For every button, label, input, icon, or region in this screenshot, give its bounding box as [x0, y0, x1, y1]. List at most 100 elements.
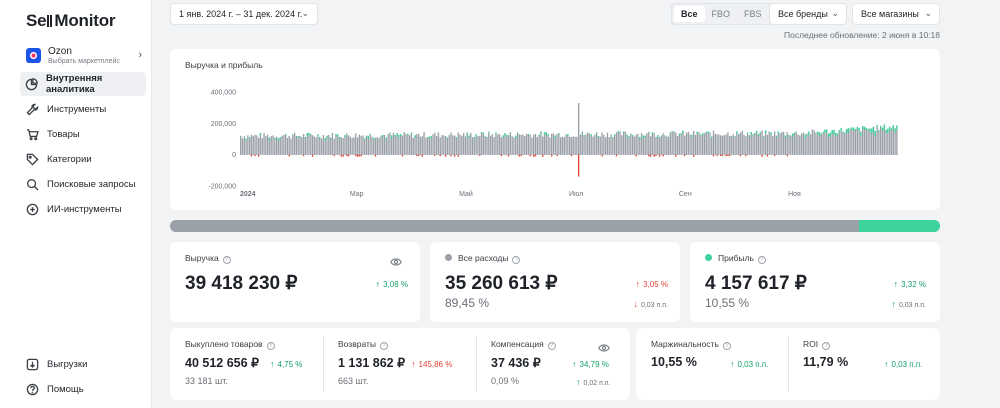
- loss-bar: [356, 154, 359, 157]
- revenue-bar: [793, 132, 796, 155]
- profit-bar: [558, 133, 560, 135]
- revenue-bar: [779, 133, 781, 155]
- info-icon[interactable]: ?: [822, 342, 831, 350]
- date-range-picker[interactable]: 1 янв. 2024 г. – 31 дек. 2024 г. ⌄: [170, 3, 318, 25]
- profit-bar: [394, 135, 396, 137]
- revenue-bar: [428, 136, 431, 155]
- revenue-bar: [279, 137, 281, 155]
- revenue-bar: [831, 130, 833, 155]
- loss-bar: [416, 154, 418, 157]
- revenue-bar: [644, 135, 646, 155]
- revenue-bar: [344, 135, 346, 155]
- revenue-bar: [400, 134, 402, 155]
- sidebar-item-products[interactable]: Товары: [20, 122, 146, 146]
- y-tick-label: 200,000: [211, 121, 236, 128]
- revenue-bar: [254, 134, 256, 155]
- revenue-bar: [489, 135, 492, 155]
- loss-bar: [648, 154, 650, 157]
- revenue-bar: [649, 136, 652, 155]
- revenue-bar: [835, 132, 837, 155]
- marketplace-name: Ozon: [48, 46, 72, 57]
- revenue-bar: [878, 130, 880, 155]
- profit-bar: [709, 132, 711, 134]
- eye-icon[interactable]: [598, 340, 610, 352]
- sidebar-item-categories[interactable]: Категории: [20, 147, 146, 171]
- profit-bar: [657, 135, 659, 138]
- profit-bar: [863, 126, 866, 130]
- stores-dropdown[interactable]: Все магазины ⌄: [852, 3, 940, 25]
- sidebar-item-tools[interactable]: Инструменты: [20, 97, 146, 121]
- revenue-bar: [437, 132, 440, 155]
- revenue-bar: [858, 127, 860, 155]
- info-icon[interactable]: ?: [722, 342, 731, 350]
- profit-bar: [306, 133, 308, 136]
- x-tick-label: Ноя: [788, 191, 801, 198]
- revenue-bar: [842, 131, 844, 155]
- segment-fbs[interactable]: FBS: [744, 9, 762, 19]
- loss-bar: [712, 154, 715, 157]
- loss-bar: [725, 154, 727, 157]
- revenue-profit-chart[interactable]: 400,000 200,000 0 -200,000 2024 Мар Май Июл Сен Н…: [170, 49, 940, 210]
- marketplace-subtitle: Выбрать маркетплейс: [48, 58, 120, 65]
- loss-bar: [649, 154, 652, 157]
- info-icon[interactable]: ?: [222, 256, 231, 264]
- profit-bar: [367, 136, 369, 139]
- revenue-bar: [684, 135, 686, 155]
- revenue-bar: [560, 137, 562, 155]
- loss-bar: [360, 154, 362, 157]
- sidebar-item-internal-analytics[interactable]: Внутренняя аналитика: [20, 72, 146, 96]
- loss-bar: [417, 154, 420, 156]
- eye-icon[interactable]: [390, 254, 402, 266]
- revenue-bar: [567, 134, 569, 155]
- revenue-bar: [865, 127, 867, 155]
- revenue-bar: [292, 134, 294, 155]
- revenue-bar: [380, 135, 382, 155]
- revenue-bar: [759, 131, 761, 155]
- stores-dropdown-value: Все магазины: [861, 9, 919, 19]
- info-icon[interactable]: ?: [757, 256, 766, 264]
- revenue-bar: [854, 128, 857, 155]
- revenue-bar: [804, 134, 806, 155]
- info-icon[interactable]: ?: [379, 342, 388, 350]
- revenue-bar: [543, 132, 546, 155]
- revenue-bar: [383, 135, 386, 155]
- revenue-bar: [389, 132, 391, 155]
- revenue-bar: [457, 132, 459, 155]
- segment-fbo[interactable]: FBO: [711, 9, 731, 19]
- brand-logo[interactable]: Se Monitor: [26, 11, 116, 30]
- sidebar-item-ai-tools[interactable]: ИИ-инструменты: [20, 197, 146, 221]
- revenue-bar: [820, 133, 823, 155]
- sidebar-item-help[interactable]: Помощь: [20, 377, 146, 401]
- revenue-bar: [628, 136, 630, 155]
- loss-bar: [500, 154, 503, 157]
- revenue-bar: [259, 133, 262, 155]
- profit-bar: [804, 134, 806, 139]
- sidebar-item-exports[interactable]: Выгрузки: [20, 352, 146, 376]
- revenue-bar: [853, 127, 855, 155]
- revenue-bar: [403, 132, 405, 155]
- revenue-bar: [829, 132, 832, 155]
- profit-bar: [617, 131, 619, 133]
- profit-bar: [779, 133, 781, 135]
- revenue-bar: [667, 136, 670, 155]
- x-tick-label: 2024: [240, 191, 256, 198]
- revenue-bar: [603, 134, 605, 155]
- revenue-bar: [851, 127, 853, 155]
- profit-bar: [827, 133, 830, 137]
- x-tick-label: Сен: [679, 191, 692, 198]
- segment-all[interactable]: Все: [674, 6, 705, 22]
- loss-bar: [761, 154, 763, 157]
- marketplace-selector[interactable]: Ozon Выбрать маркетплейс ›: [26, 45, 146, 67]
- info-icon[interactable]: ?: [512, 256, 521, 264]
- info-icon[interactable]: ?: [266, 342, 275, 350]
- divider: [476, 336, 477, 392]
- info-icon[interactable]: ?: [547, 342, 556, 350]
- brands-dropdown[interactable]: Все бренды ⌄: [769, 3, 847, 25]
- profit-bar: [495, 132, 497, 134]
- profit-bar: [338, 137, 341, 139]
- revenue-bar: [687, 131, 690, 155]
- revenue-bar: [741, 130, 743, 155]
- sidebar-item-search-queries[interactable]: Поисковые запросы: [20, 172, 146, 196]
- revenue-bar: [516, 132, 519, 155]
- metric-delta: ↑ 34,79 %: [572, 359, 609, 369]
